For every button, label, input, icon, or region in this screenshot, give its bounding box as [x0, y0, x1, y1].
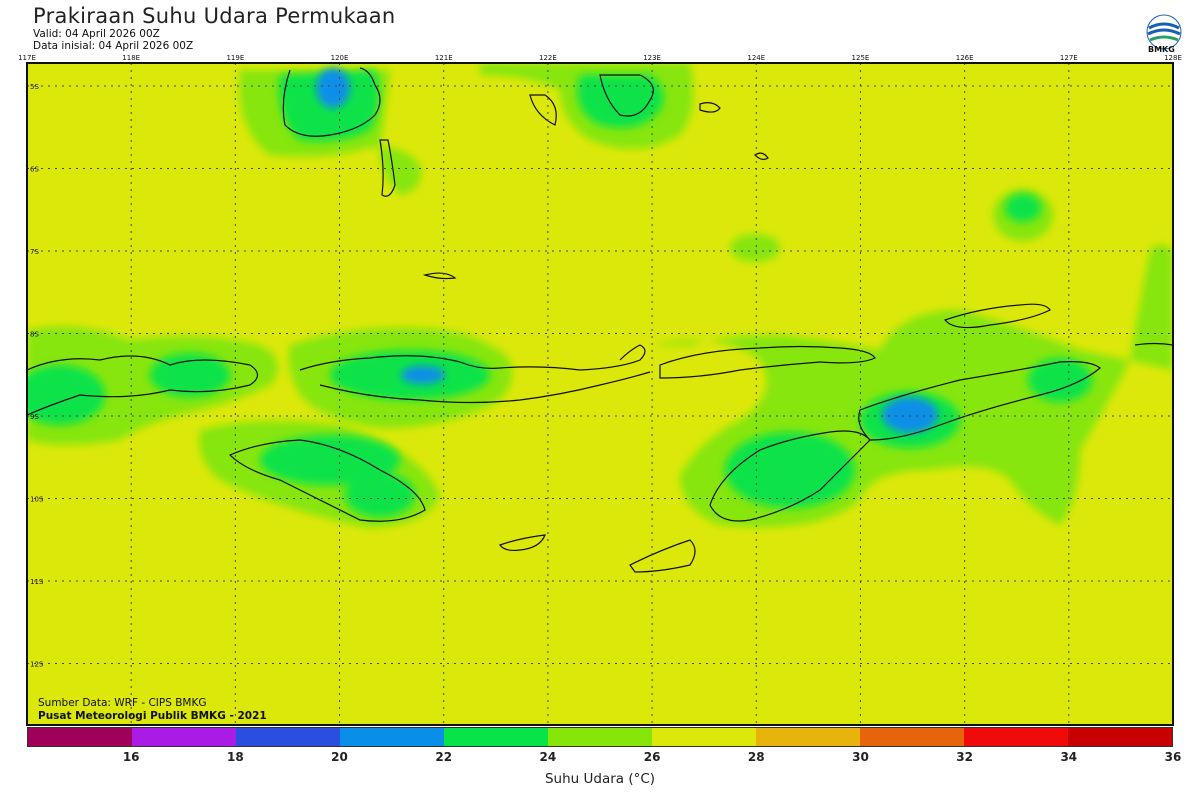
lon-tick-label: 126E: [956, 54, 974, 62]
legend-tick-label: 16: [122, 750, 140, 764]
legend-tick-label: 18: [227, 750, 244, 764]
coastlines: [27, 67, 1173, 573]
legend-tick-label: 28: [747, 750, 765, 764]
legend-color-segment: [444, 728, 548, 746]
legend-color-segment: [340, 728, 444, 746]
lon-tick-label: 125E: [852, 54, 870, 62]
temperature-map: 117E 118E 119E 120E 121E 122E 123E 124E 125E 126E…: [18, 54, 1182, 726]
lat-tick-label: 5S: [30, 83, 39, 91]
lon-tick-label: 119E: [226, 54, 244, 62]
map-title: Prakiraan Suhu Udara Permukaan: [33, 4, 396, 28]
legend-title: Suhu Udara (°C): [544, 771, 656, 787]
lat-tick-label: 12S: [30, 661, 44, 669]
legend-color-segment: [236, 728, 340, 746]
init-time: Data inisial: 04 April 2026 00Z: [33, 40, 194, 52]
map-frame: [26, 62, 1174, 726]
logo-text: BMKG: [1148, 45, 1175, 54]
legend-color-segment: [132, 728, 236, 746]
lon-tick-label: 128E: [1164, 54, 1182, 62]
legend-color-segment: [1068, 728, 1172, 746]
legend-tick-label: 36: [1164, 750, 1182, 764]
lon-tick-label: 117E: [18, 54, 36, 62]
graticule: 117E 118E 119E 120E 121E 122E 123E 124E 125E 126E…: [18, 54, 1182, 725]
valid-time: Valid: 04 April 2026 00Z: [33, 28, 160, 40]
lat-tick-label: 10S: [30, 496, 44, 504]
lon-tick-label: 121E: [435, 54, 453, 62]
source-block: Sumber Data: WRF - CIPS BMKG Pusat Meteo…: [38, 697, 267, 723]
legend-color-segment: [28, 728, 132, 746]
legend-color-segment: [756, 728, 860, 746]
legend-tick-label: 32: [956, 750, 973, 764]
legend-tick-label: 34: [1060, 750, 1078, 764]
lat-tick-label: 11S: [30, 578, 44, 586]
legend-tick-label: 22: [435, 750, 453, 764]
legend-tick-label: 20: [331, 750, 348, 764]
legend-tick-label: 24: [539, 750, 557, 764]
legend-tick-label: 26: [643, 750, 661, 764]
lon-tick-label: 124E: [747, 54, 765, 62]
bmkg-logo-icon: [1146, 14, 1182, 50]
lon-tick-label: 127E: [1060, 54, 1078, 62]
lat-tick-label: 9S: [30, 413, 39, 421]
legend-color-segment: [652, 728, 756, 746]
lat-tick-label: 7S: [30, 248, 39, 256]
lon-tick-label: 123E: [643, 54, 661, 62]
lon-tick-label: 120E: [331, 54, 349, 62]
legend-color-segment: [964, 728, 1068, 746]
legend-tick-label: 30: [852, 750, 869, 764]
lon-tick-label: 118E: [122, 54, 140, 62]
legend-color-segment: [860, 728, 964, 746]
source-line1: Sumber Data: WRF - CIPS BMKG: [38, 697, 207, 709]
title-block: Prakiraan Suhu Udara Permukaan Valid: 04…: [33, 4, 396, 52]
lat-tick-label: 6S: [30, 166, 39, 174]
legend-color-segment: [548, 728, 652, 746]
source-line2: Pusat Meteorologi Publik BMKG - 2021: [38, 710, 267, 722]
lat-tick-label: 8S: [30, 331, 39, 339]
temperature-fields: [27, 63, 1173, 573]
lon-tick-label: 122E: [539, 54, 557, 62]
color-legend-bar: [27, 727, 1173, 747]
